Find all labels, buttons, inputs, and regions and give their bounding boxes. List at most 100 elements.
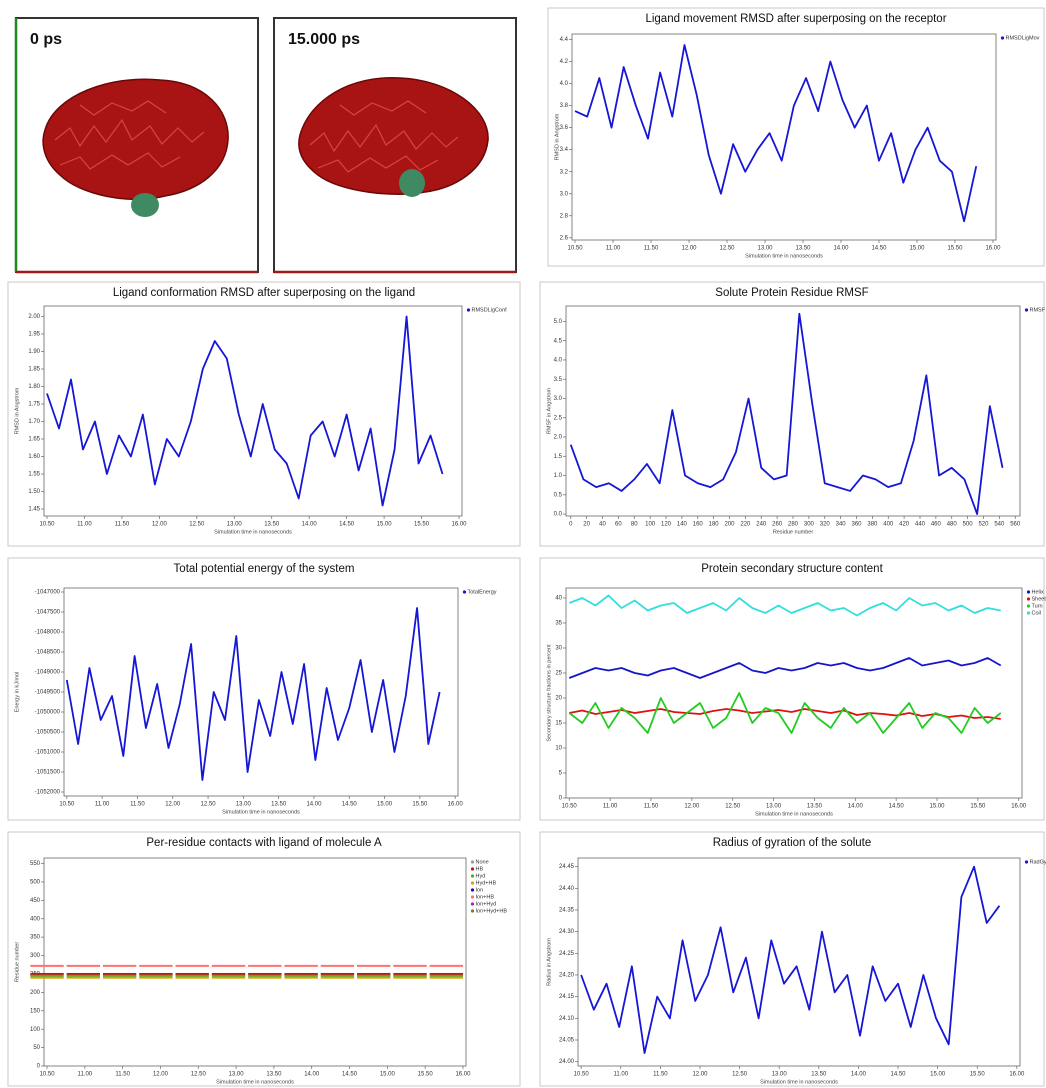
- x-axis-label: Residue number: [773, 529, 814, 535]
- chart-panel: Protein secondary structure content05101…: [540, 558, 1046, 820]
- x-tick-label: 16.00: [455, 1072, 471, 1078]
- chart-panel: Total potential energy of the system-104…: [8, 558, 520, 820]
- legend-swatch: [471, 881, 474, 884]
- contact-point: [357, 973, 390, 975]
- x-tick-label: 260: [772, 522, 783, 528]
- y-tick-label: 1.0: [554, 473, 563, 479]
- y-tick-label: 24.40: [559, 886, 575, 892]
- x-tick-label: 15.00: [380, 1072, 396, 1078]
- x-tick-label: 16.00: [985, 246, 1001, 252]
- x-tick-label: 15.50: [414, 522, 430, 528]
- x-tick-label: 11.50: [644, 804, 659, 810]
- y-tick-label: -1050500: [35, 730, 61, 736]
- legend-swatch: [471, 860, 474, 863]
- legend-swatch: [1027, 604, 1030, 607]
- chart-panel: Ligand movement RMSD after superposing o…: [548, 8, 1044, 266]
- y-tick-label: -1048500: [35, 650, 61, 656]
- contact-point: [176, 973, 209, 975]
- y-tick-label: 24.05: [559, 1038, 575, 1044]
- x-tick-label: 480: [947, 522, 958, 528]
- contact-point: [30, 965, 63, 967]
- contact-point: [284, 973, 317, 975]
- x-tick-label: 14.50: [891, 1072, 907, 1078]
- ligand: [399, 169, 425, 197]
- legend-label: Turn: [1032, 603, 1043, 609]
- y-tick-label: 3.2: [560, 169, 569, 175]
- x-tick-label: 16.00: [448, 802, 464, 808]
- y-tick-label: 0.0: [554, 512, 563, 518]
- x-tick-label: 12.50: [191, 1072, 207, 1078]
- y-tick-label: -1049000: [35, 670, 61, 676]
- legend-label: TotalEnergy: [468, 589, 497, 595]
- y-tick-label: 3.0: [554, 396, 563, 402]
- legend-label: Helix: [1032, 589, 1044, 595]
- x-tick-label: 13.00: [766, 804, 782, 810]
- x-tick-label: 14.00: [848, 804, 864, 810]
- x-tick-label: 12.00: [165, 802, 181, 808]
- x-axis-label: Simulation time in nanoseconds: [216, 1079, 294, 1085]
- x-tick-label: 10.50: [39, 522, 55, 528]
- legend-label: Sheet: [1032, 596, 1046, 602]
- y-tick-label: 24.20: [559, 973, 575, 979]
- legend-swatch: [1027, 611, 1030, 614]
- x-tick-label: 14.00: [302, 522, 318, 528]
- y-tick-label: 4.2: [560, 59, 569, 65]
- contact-point: [212, 965, 245, 967]
- contact-point: [357, 975, 390, 977]
- legend-swatch: [471, 888, 474, 891]
- x-tick-label: 14.00: [851, 1072, 867, 1078]
- x-tick-label: 15.50: [947, 246, 963, 252]
- x-tick-label: 360: [851, 522, 862, 528]
- contact-point: [430, 977, 463, 979]
- legend-label: Ion+Hyd+HB: [476, 908, 508, 914]
- contact-point: [103, 977, 136, 979]
- chart-panel: Solute Protein Residue RMSF0.00.51.01.52…: [540, 282, 1046, 546]
- snapshot-panel: 15.000 ps: [274, 18, 516, 272]
- panel-frame: [8, 282, 520, 546]
- y-tick-label: 24.25: [559, 951, 575, 957]
- y-tick-label: -1047500: [35, 610, 61, 616]
- contact-point: [248, 977, 281, 979]
- contact-point: [357, 965, 390, 967]
- y-tick-label: 24.00: [559, 1059, 575, 1065]
- y-tick-label: -1048000: [35, 630, 61, 636]
- x-tick-label: 14.00: [306, 802, 322, 808]
- x-tick-label: 300: [804, 522, 815, 528]
- chart-title: Protein secondary structure content: [701, 563, 883, 575]
- legend-swatch: [471, 902, 474, 905]
- legend-swatch: [471, 909, 474, 912]
- x-tick-label: 11.00: [603, 804, 618, 810]
- x-tick-label: 14.50: [339, 522, 355, 528]
- contact-point: [67, 975, 100, 977]
- x-tick-label: 460: [931, 522, 942, 528]
- contact-point: [284, 965, 317, 967]
- x-tick-label: 380: [867, 522, 878, 528]
- contact-point: [321, 975, 354, 977]
- contact-point: [212, 973, 245, 975]
- x-tick-label: 280: [788, 522, 799, 528]
- x-tick-label: 120: [661, 522, 672, 528]
- contact-point: [67, 977, 100, 979]
- x-tick-label: 11.00: [613, 1072, 628, 1078]
- x-tick-label: 11.00: [77, 522, 92, 528]
- y-tick-label: 2.6: [560, 235, 569, 241]
- x-tick-label: 15.00: [377, 522, 393, 528]
- y-tick-label: 2.00: [28, 314, 40, 320]
- x-tick-label: 420: [899, 522, 910, 528]
- x-tick-label: 12.00: [692, 1072, 708, 1078]
- contact-point: [30, 975, 63, 977]
- y-tick-label: 1.95: [28, 332, 40, 338]
- snapshot-panel: 0 ps: [16, 18, 258, 272]
- x-tick-label: 13.00: [772, 1072, 788, 1078]
- contact-point: [393, 965, 426, 967]
- x-tick-label: 13.50: [264, 522, 280, 528]
- chart-title: Per-residue contacts with ligand of mole…: [146, 837, 382, 849]
- y-tick-label: 150: [30, 1008, 41, 1014]
- y-tick-label: 1.70: [28, 419, 40, 425]
- legend-swatch: [471, 867, 474, 870]
- x-tick-label: 13.00: [229, 1072, 245, 1078]
- legend-label: RadGyration: [1030, 859, 1046, 865]
- x-tick-label: 12.00: [152, 522, 168, 528]
- y-tick-label: 1.55: [28, 472, 40, 478]
- contact-point: [393, 977, 426, 979]
